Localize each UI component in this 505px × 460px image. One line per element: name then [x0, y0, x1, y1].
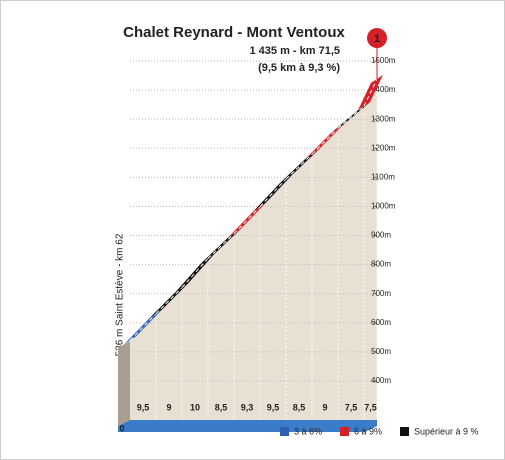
segment-label: 9,5: [137, 402, 150, 412]
legend-label: 6 à 9%: [354, 426, 382, 436]
road-segment: [150, 283, 188, 318]
segment-label: 9,3: [241, 402, 254, 412]
y-tick-label: 1100m: [371, 172, 395, 181]
y-tick-label: 400m: [371, 376, 391, 385]
y-tick-label: 600m: [371, 318, 391, 327]
road-centerline: [129, 313, 157, 341]
road-segment: [228, 202, 266, 238]
segment-label: 9: [166, 402, 171, 412]
legend-swatch: [280, 427, 289, 436]
road-centerline: [337, 105, 365, 129]
legend-label: Supérieur à 9 %: [414, 426, 479, 436]
subtitle: 1 435 m - km 71,5: [249, 45, 340, 57]
y-tick-label: 1500m: [371, 56, 396, 65]
legend-label: 3 à 6%: [294, 426, 322, 436]
terrain-wall: [118, 341, 130, 426]
road-segment: [254, 174, 292, 211]
base-strip: [118, 420, 377, 432]
segment-label: 10: [190, 402, 200, 412]
road-segment: [176, 254, 214, 292]
road-centerline: [285, 153, 313, 180]
y-tick-label: 1000m: [371, 202, 396, 211]
terrain-area: [130, 79, 377, 420]
base-label: 0: [119, 423, 124, 433]
road-centerline: [155, 287, 183, 315]
road-centerline: [259, 178, 287, 207]
y-tick-label: 800m: [371, 260, 391, 269]
y-tick-label: 1400m: [371, 85, 396, 94]
segment-label: 7,5: [364, 402, 377, 412]
marker-label: 1: [374, 33, 380, 45]
road-centerline: [311, 127, 339, 155]
road-centerline: [233, 206, 261, 235]
segment-label: 8,5: [293, 402, 306, 412]
y-tick-label: 500m: [371, 347, 391, 356]
road-segment: [124, 309, 162, 345]
legend-swatch: [340, 427, 349, 436]
y-tick-label: 700m: [371, 289, 391, 298]
y-tick-label: 900m: [371, 231, 391, 240]
y-tick-label: 1300m: [371, 114, 396, 123]
chart-title: Chalet Reynard - Mont Ventoux: [123, 24, 345, 41]
segment-label: 8,5: [215, 402, 228, 412]
segment-label: 9,5: [267, 402, 280, 412]
segment-label: 9: [322, 402, 327, 412]
segment-label: 7,5: [345, 402, 358, 412]
detail: (9,5 km à 9,3 %): [258, 62, 340, 74]
road-centerline: [207, 233, 235, 259]
legend-swatch: [400, 427, 409, 436]
road-segment: [306, 124, 344, 159]
y-tick-label: 1200m: [371, 143, 396, 152]
road-centerline: [363, 78, 378, 107]
start-label: 536 m Saint Estève - km 62: [115, 233, 126, 356]
marker-circle: [367, 28, 387, 48]
